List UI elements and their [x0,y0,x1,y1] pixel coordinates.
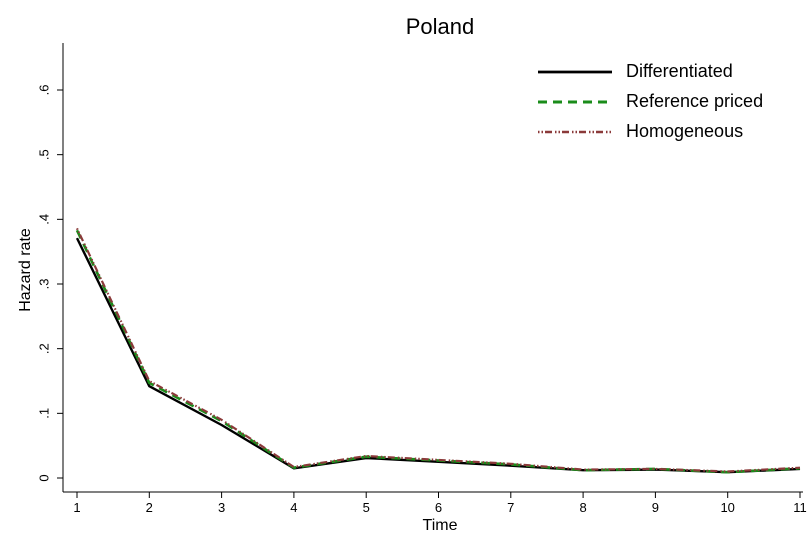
x-tick-label: 3 [218,500,225,515]
y-tick-label: .1 [36,408,51,419]
y-tick-label: .5 [36,149,51,160]
x-axis: 1 2 3 4 5 6 7 8 9 10 11 [73,492,807,515]
x-tick-label: 4 [290,500,297,515]
y-tick-label: 0 [36,474,51,481]
chart-title: Poland [406,14,475,39]
y-tick-label: .2 [36,343,51,354]
x-tick-label: 6 [435,500,442,515]
y-tick-label: .3 [36,279,51,290]
y-axis-title: Hazard rate [17,228,34,312]
x-tick-label: 9 [652,500,659,515]
plot-frame [62,43,803,493]
legend-label: Differentiated [626,61,733,81]
x-tick-label: 11 [793,500,807,515]
legend-label: Homogeneous [626,121,743,141]
legend-label: Reference priced [626,91,763,111]
legend: Differentiated Reference priced Homogeneou… [538,61,763,141]
series-line-homogeneous [76,227,801,473]
y-tick-label: .6 [36,85,51,96]
y-axis: 0 .1 .2 .3 .4 .5 .6 [36,85,63,482]
x-tick-label: 8 [579,500,586,515]
series-layer [75,227,801,474]
x-axis-title: Time [423,517,458,534]
x-tick-label: 2 [146,500,153,515]
x-tick-label: 7 [507,500,514,515]
x-tick-label: 1 [73,500,80,515]
x-tick-label: 5 [363,500,370,515]
x-tick-label: 10 [720,500,734,515]
y-tick-label: .4 [36,214,51,225]
